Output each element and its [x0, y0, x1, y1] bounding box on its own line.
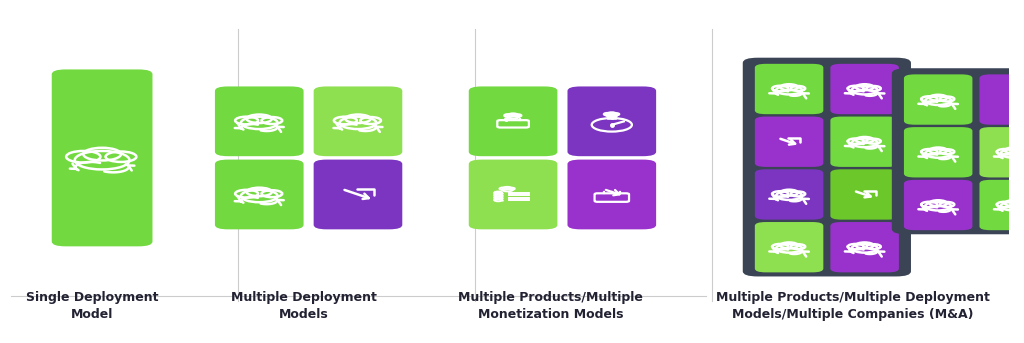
FancyBboxPatch shape — [755, 117, 823, 167]
Text: Multiple Products/Multiple
Monetization Models: Multiple Products/Multiple Monetization … — [458, 291, 643, 321]
FancyBboxPatch shape — [755, 169, 823, 220]
FancyBboxPatch shape — [980, 74, 1024, 125]
FancyBboxPatch shape — [904, 180, 973, 230]
FancyBboxPatch shape — [567, 86, 656, 156]
FancyBboxPatch shape — [313, 86, 402, 156]
FancyBboxPatch shape — [904, 127, 973, 177]
FancyBboxPatch shape — [980, 127, 1024, 177]
FancyBboxPatch shape — [830, 64, 899, 114]
FancyBboxPatch shape — [904, 74, 973, 125]
FancyBboxPatch shape — [830, 117, 899, 167]
FancyBboxPatch shape — [980, 180, 1024, 230]
Text: Multiple Products/Multiple Deployment
Models/Multiple Companies (M&A): Multiple Products/Multiple Deployment Mo… — [716, 291, 989, 321]
FancyBboxPatch shape — [313, 159, 402, 229]
FancyBboxPatch shape — [830, 169, 899, 220]
FancyBboxPatch shape — [892, 68, 1024, 234]
Text: Single Deployment
Model: Single Deployment Model — [26, 291, 159, 321]
FancyBboxPatch shape — [52, 69, 153, 246]
FancyBboxPatch shape — [755, 222, 823, 272]
FancyBboxPatch shape — [830, 222, 899, 272]
FancyBboxPatch shape — [215, 86, 303, 156]
FancyBboxPatch shape — [755, 64, 823, 114]
FancyBboxPatch shape — [567, 159, 656, 229]
FancyBboxPatch shape — [215, 159, 303, 229]
FancyBboxPatch shape — [469, 159, 557, 229]
FancyBboxPatch shape — [742, 58, 911, 276]
Text: Multiple Deployment
Models: Multiple Deployment Models — [230, 291, 377, 321]
FancyBboxPatch shape — [469, 86, 557, 156]
